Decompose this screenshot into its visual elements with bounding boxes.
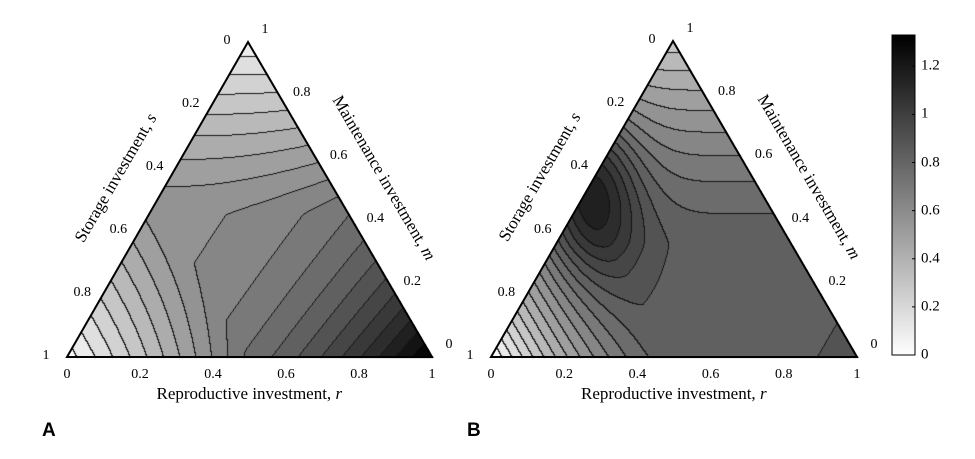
colorbar-tick-label: 0.8 (921, 154, 940, 171)
bottom-tick-label: 1 (428, 367, 436, 382)
right-tick-label: 0.6 (754, 147, 773, 163)
bottom-tick-label: 0 (487, 367, 495, 382)
left-tick-label: 0.4 (570, 158, 588, 174)
left-tick-label: 0 (223, 33, 231, 48)
colorbar-tick-label: 0 (921, 346, 929, 363)
right-tick-label: 1 (261, 22, 269, 37)
triangle-outline-a (65, 40, 434, 358)
axis-variable: r (335, 384, 343, 403)
bottom-tick-label: 0.8 (775, 367, 793, 382)
bottom-axis-title: Reproductive investment, r (157, 384, 343, 404)
triangle-outline-b (489, 39, 859, 358)
colorbar (891, 34, 916, 356)
bottom-tick-label: 0.8 (350, 367, 368, 382)
right-tick-label: 0.8 (293, 85, 311, 100)
left-tick-label: 0.6 (534, 221, 552, 237)
right-tick-label: 0.4 (791, 210, 810, 226)
bottom-tick-label: 0.6 (277, 367, 295, 382)
right-tick-label: 0.2 (828, 273, 846, 289)
right-tick-label: 0 (870, 337, 878, 352)
bottom-axis-title: Reproductive investment, r (581, 384, 767, 404)
panel-label-b: B (467, 420, 481, 441)
bottom-tick-label: 0.2 (555, 367, 573, 382)
left-tick-label: 0.2 (182, 96, 200, 111)
colorbar-tick-label: 1 (921, 105, 929, 122)
left-tick-label: 0.2 (606, 95, 625, 111)
axis-title-text: Reproductive investment, (156, 384, 336, 403)
colorbar-tick-label: 0.4 (921, 250, 940, 267)
bottom-tick-label: 0.4 (628, 367, 647, 382)
right-tick-label: 0.2 (403, 274, 421, 289)
panel-label-a: A (42, 420, 56, 441)
left-tick-label: 0 (648, 32, 656, 47)
colorbar-tick-label: 0.2 (921, 298, 940, 315)
left-tick-label: 1 (42, 348, 50, 363)
axis-title-text: Reproductive investment, (581, 384, 760, 403)
axis-variable: r (759, 384, 767, 403)
right-tick-label: 0.8 (718, 84, 736, 100)
bottom-tick-label: 0.2 (131, 367, 149, 382)
bottom-tick-label: 0.4 (204, 367, 222, 382)
colorbar-tick-label: 1.2 (921, 57, 940, 74)
right-tick-label: 0 (445, 337, 453, 352)
left-tick-label: 0.8 (497, 284, 516, 300)
left-tick-label: 0.8 (73, 285, 91, 300)
bottom-tick-label: 0 (63, 367, 71, 382)
right-tick-label: 0.4 (366, 211, 385, 226)
right-tick-label: 0.6 (329, 148, 348, 163)
left-tick-label: 0.6 (109, 222, 128, 237)
left-tick-label: 0.4 (145, 159, 164, 174)
colorbar-tick-label: 0.6 (921, 202, 940, 219)
left-tick-label: 1 (466, 348, 474, 363)
bottom-tick-label: 1 (853, 367, 861, 382)
bottom-tick-label: 0.6 (701, 367, 720, 382)
right-tick-label: 1 (686, 21, 694, 36)
